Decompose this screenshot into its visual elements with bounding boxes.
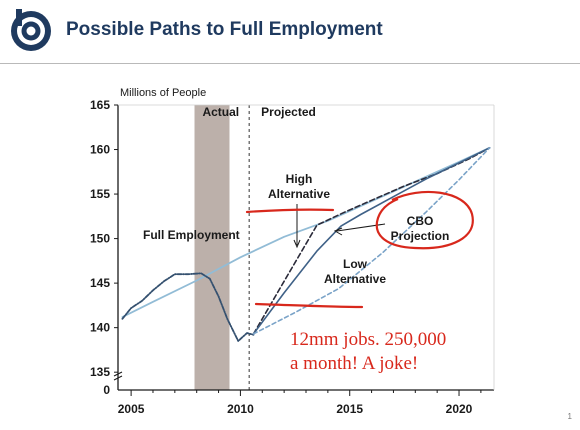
region-label-projected: Projected xyxy=(261,105,316,119)
region-label-actual: Actual xyxy=(202,105,239,119)
x-tick-label: 2010 xyxy=(227,402,254,416)
cbo-pointer-head xyxy=(333,227,343,236)
x-tick-label: 2015 xyxy=(336,402,363,416)
label-high-alt-2: Alternative xyxy=(268,187,330,201)
label-cbo-1: CBO xyxy=(407,214,434,228)
annotation-low-mark xyxy=(254,302,364,309)
axis-break-mark xyxy=(113,371,123,381)
x-tick-label: 2020 xyxy=(446,402,473,416)
label-full-employment: Full Employment xyxy=(143,228,240,242)
label-cbo-2: Projection xyxy=(391,229,450,243)
series-actual xyxy=(121,272,255,342)
header-divider xyxy=(0,63,580,64)
company-logo-icon xyxy=(11,9,51,51)
annotation-high-mark xyxy=(245,208,335,214)
y-axis-label: Millions of People xyxy=(120,87,206,99)
y-tick-label: 150 xyxy=(90,232,110,246)
page-number: 1 xyxy=(567,412,572,421)
annotation-text-1: 12mm jobs. 250,000 xyxy=(290,329,446,350)
slide-header: Possible Paths to Full Employment xyxy=(0,0,580,62)
annotation-cbo-circle xyxy=(375,190,474,250)
series-full-employment xyxy=(121,146,491,318)
y-tick-label: 145 xyxy=(90,276,110,290)
y-tick-label: 155 xyxy=(90,187,110,201)
label-low-alt-1: Low xyxy=(343,257,368,271)
y-tick-label-zero: 0 xyxy=(103,383,110,397)
y-tick-label: 165 xyxy=(90,98,110,112)
annotation-text-2: a month! A joke! xyxy=(290,353,418,374)
high-alt-pointer-head xyxy=(293,239,301,249)
y-tick-label: 160 xyxy=(90,143,110,157)
label-low-alt-2: Alternative xyxy=(324,272,386,286)
series-low-alternative xyxy=(252,147,491,335)
recession-shading xyxy=(194,105,230,390)
label-high-alt-1: High xyxy=(286,172,313,186)
y-tick-label: 135 xyxy=(90,365,110,379)
y-tick-label: 140 xyxy=(90,321,110,335)
slide-title: Possible Paths to Full Employment xyxy=(66,19,383,40)
series-cbo-projection xyxy=(252,147,491,335)
x-tick-label: 2005 xyxy=(118,402,145,416)
